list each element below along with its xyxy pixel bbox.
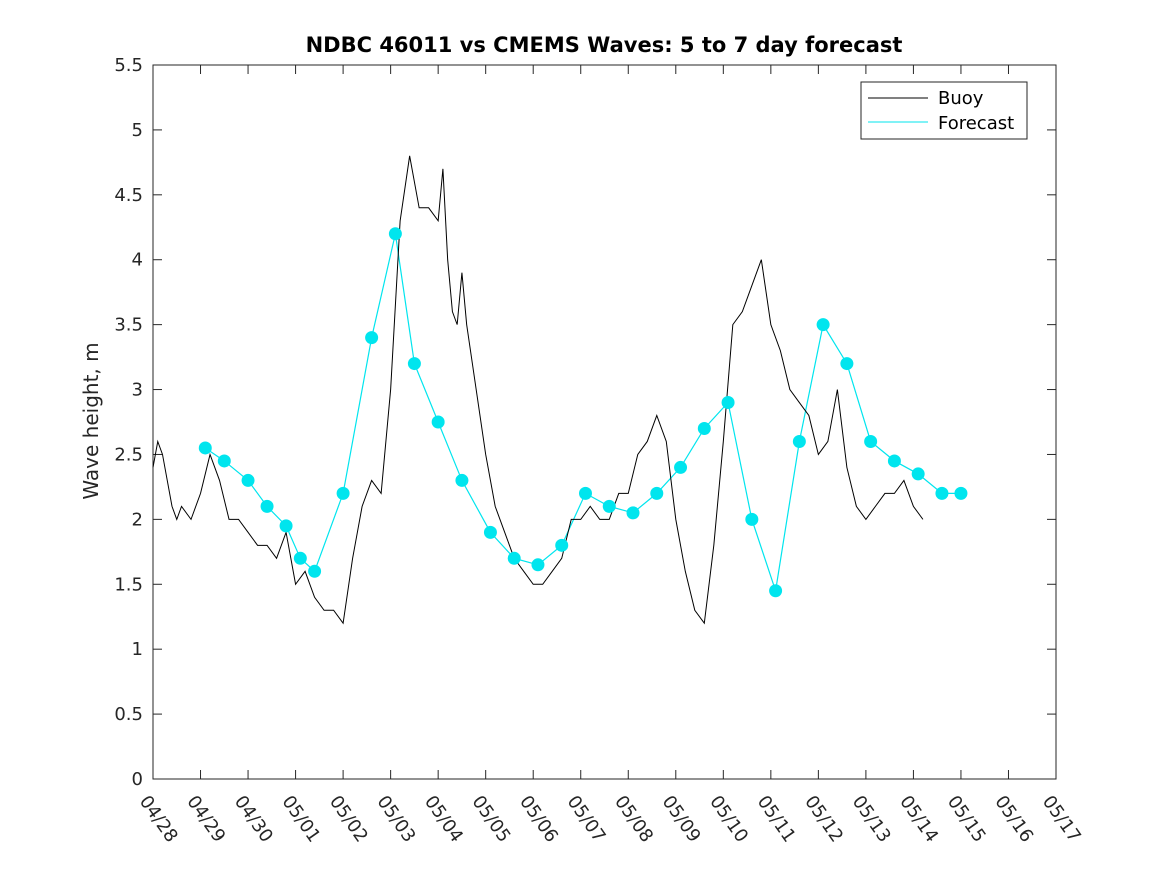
forecast-point (388, 227, 402, 241)
forecast-point (365, 331, 379, 345)
forecast-point (308, 564, 322, 578)
forecast-point (745, 512, 759, 526)
x-tick-label: 05/09 (658, 792, 705, 847)
forecast-point (840, 357, 854, 371)
forecast-point (626, 506, 640, 520)
x-tick-label: 04/28 (135, 792, 182, 847)
forecast-point (260, 499, 274, 513)
forecast-point (531, 558, 545, 572)
forecast-point (241, 473, 255, 487)
forecast-point (293, 551, 307, 565)
y-tick-label: 2.5 (114, 444, 143, 465)
legend-forecast-label: Forecast (938, 113, 1014, 134)
y-axis-title: Wave height, m (79, 342, 103, 499)
x-tick-label: 04/29 (182, 792, 229, 847)
forecast-dots (198, 227, 968, 598)
forecast-point (721, 396, 735, 410)
y-tick-label: 4 (132, 250, 143, 271)
buoy-series-line (152, 155, 924, 625)
forecast-point (935, 486, 949, 500)
forecast-point (602, 499, 616, 513)
x-tick-label: 04/30 (230, 792, 277, 847)
x-tick-label: 05/05 (468, 792, 515, 847)
y-tick-label: 3 (132, 380, 143, 401)
forecast-point (455, 473, 469, 487)
forecast-point (911, 467, 925, 481)
y-tick-label: 5 (132, 120, 143, 141)
x-tick-label: 05/10 (705, 792, 752, 847)
y-tick-label: 3.5 (114, 315, 143, 336)
y-ticks: 0 0.5 1 1.5 2 2.5 3 3.5 4 4.5 5 5.5 (114, 55, 1056, 790)
x-tick-label: 05/11 (753, 792, 800, 847)
forecast-point (887, 454, 901, 468)
forecast-point (864, 434, 878, 448)
y-tick-label: 5.5 (114, 55, 143, 76)
forecast-point (198, 441, 212, 455)
forecast-point (507, 551, 521, 565)
y-tick-label: 4.5 (114, 185, 143, 206)
y-tick-label: 1 (132, 639, 143, 660)
forecast-point (431, 415, 445, 429)
x-tick-label: 05/04 (420, 792, 467, 847)
plot-area (152, 64, 1057, 780)
forecast-point (650, 486, 664, 500)
forecast-point (217, 454, 231, 468)
y-tick-label: 0 (132, 769, 143, 790)
forecast-point (336, 486, 350, 500)
legend-box (860, 81, 1028, 140)
x-tick-label: 05/01 (277, 792, 324, 847)
x-tick-label: 05/16 (990, 792, 1037, 847)
x-tick-label: 05/14 (895, 792, 942, 847)
forecast-point (483, 525, 497, 539)
x-tick-label: 05/12 (800, 792, 847, 847)
buoy-line (152, 155, 924, 625)
forecast-point (555, 538, 569, 552)
legend-buoy-label: Buoy (938, 88, 984, 109)
legend: Buoy Forecast (860, 81, 1028, 140)
forecast-point (816, 318, 830, 332)
y-tick-label: 0.5 (114, 704, 143, 725)
forecast-point (954, 486, 968, 500)
x-tick-label: 05/02 (325, 792, 372, 847)
forecast-point (792, 434, 806, 448)
chart-title: NDBC 46011 vs CMEMS Waves: 5 to 7 day fo… (306, 33, 903, 57)
y-tick-label: 1.5 (114, 574, 143, 595)
forecast-point (697, 421, 711, 435)
x-tick-label: 05/13 (848, 792, 895, 847)
forecast-point (279, 519, 293, 533)
forecast-point (769, 584, 783, 598)
x-tick-label: 05/03 (373, 792, 420, 847)
x-tick-label: 05/17 (1038, 792, 1085, 847)
forecast-point (407, 357, 421, 371)
x-tick-label: 05/07 (563, 792, 610, 847)
forecast-point (578, 486, 592, 500)
x-tick-label: 05/06 (515, 792, 562, 847)
x-tick-label: 05/15 (943, 792, 990, 847)
y-tick-label: 2 (132, 509, 143, 530)
x-tick-label: 05/08 (610, 792, 657, 847)
forecast-point (674, 460, 688, 474)
